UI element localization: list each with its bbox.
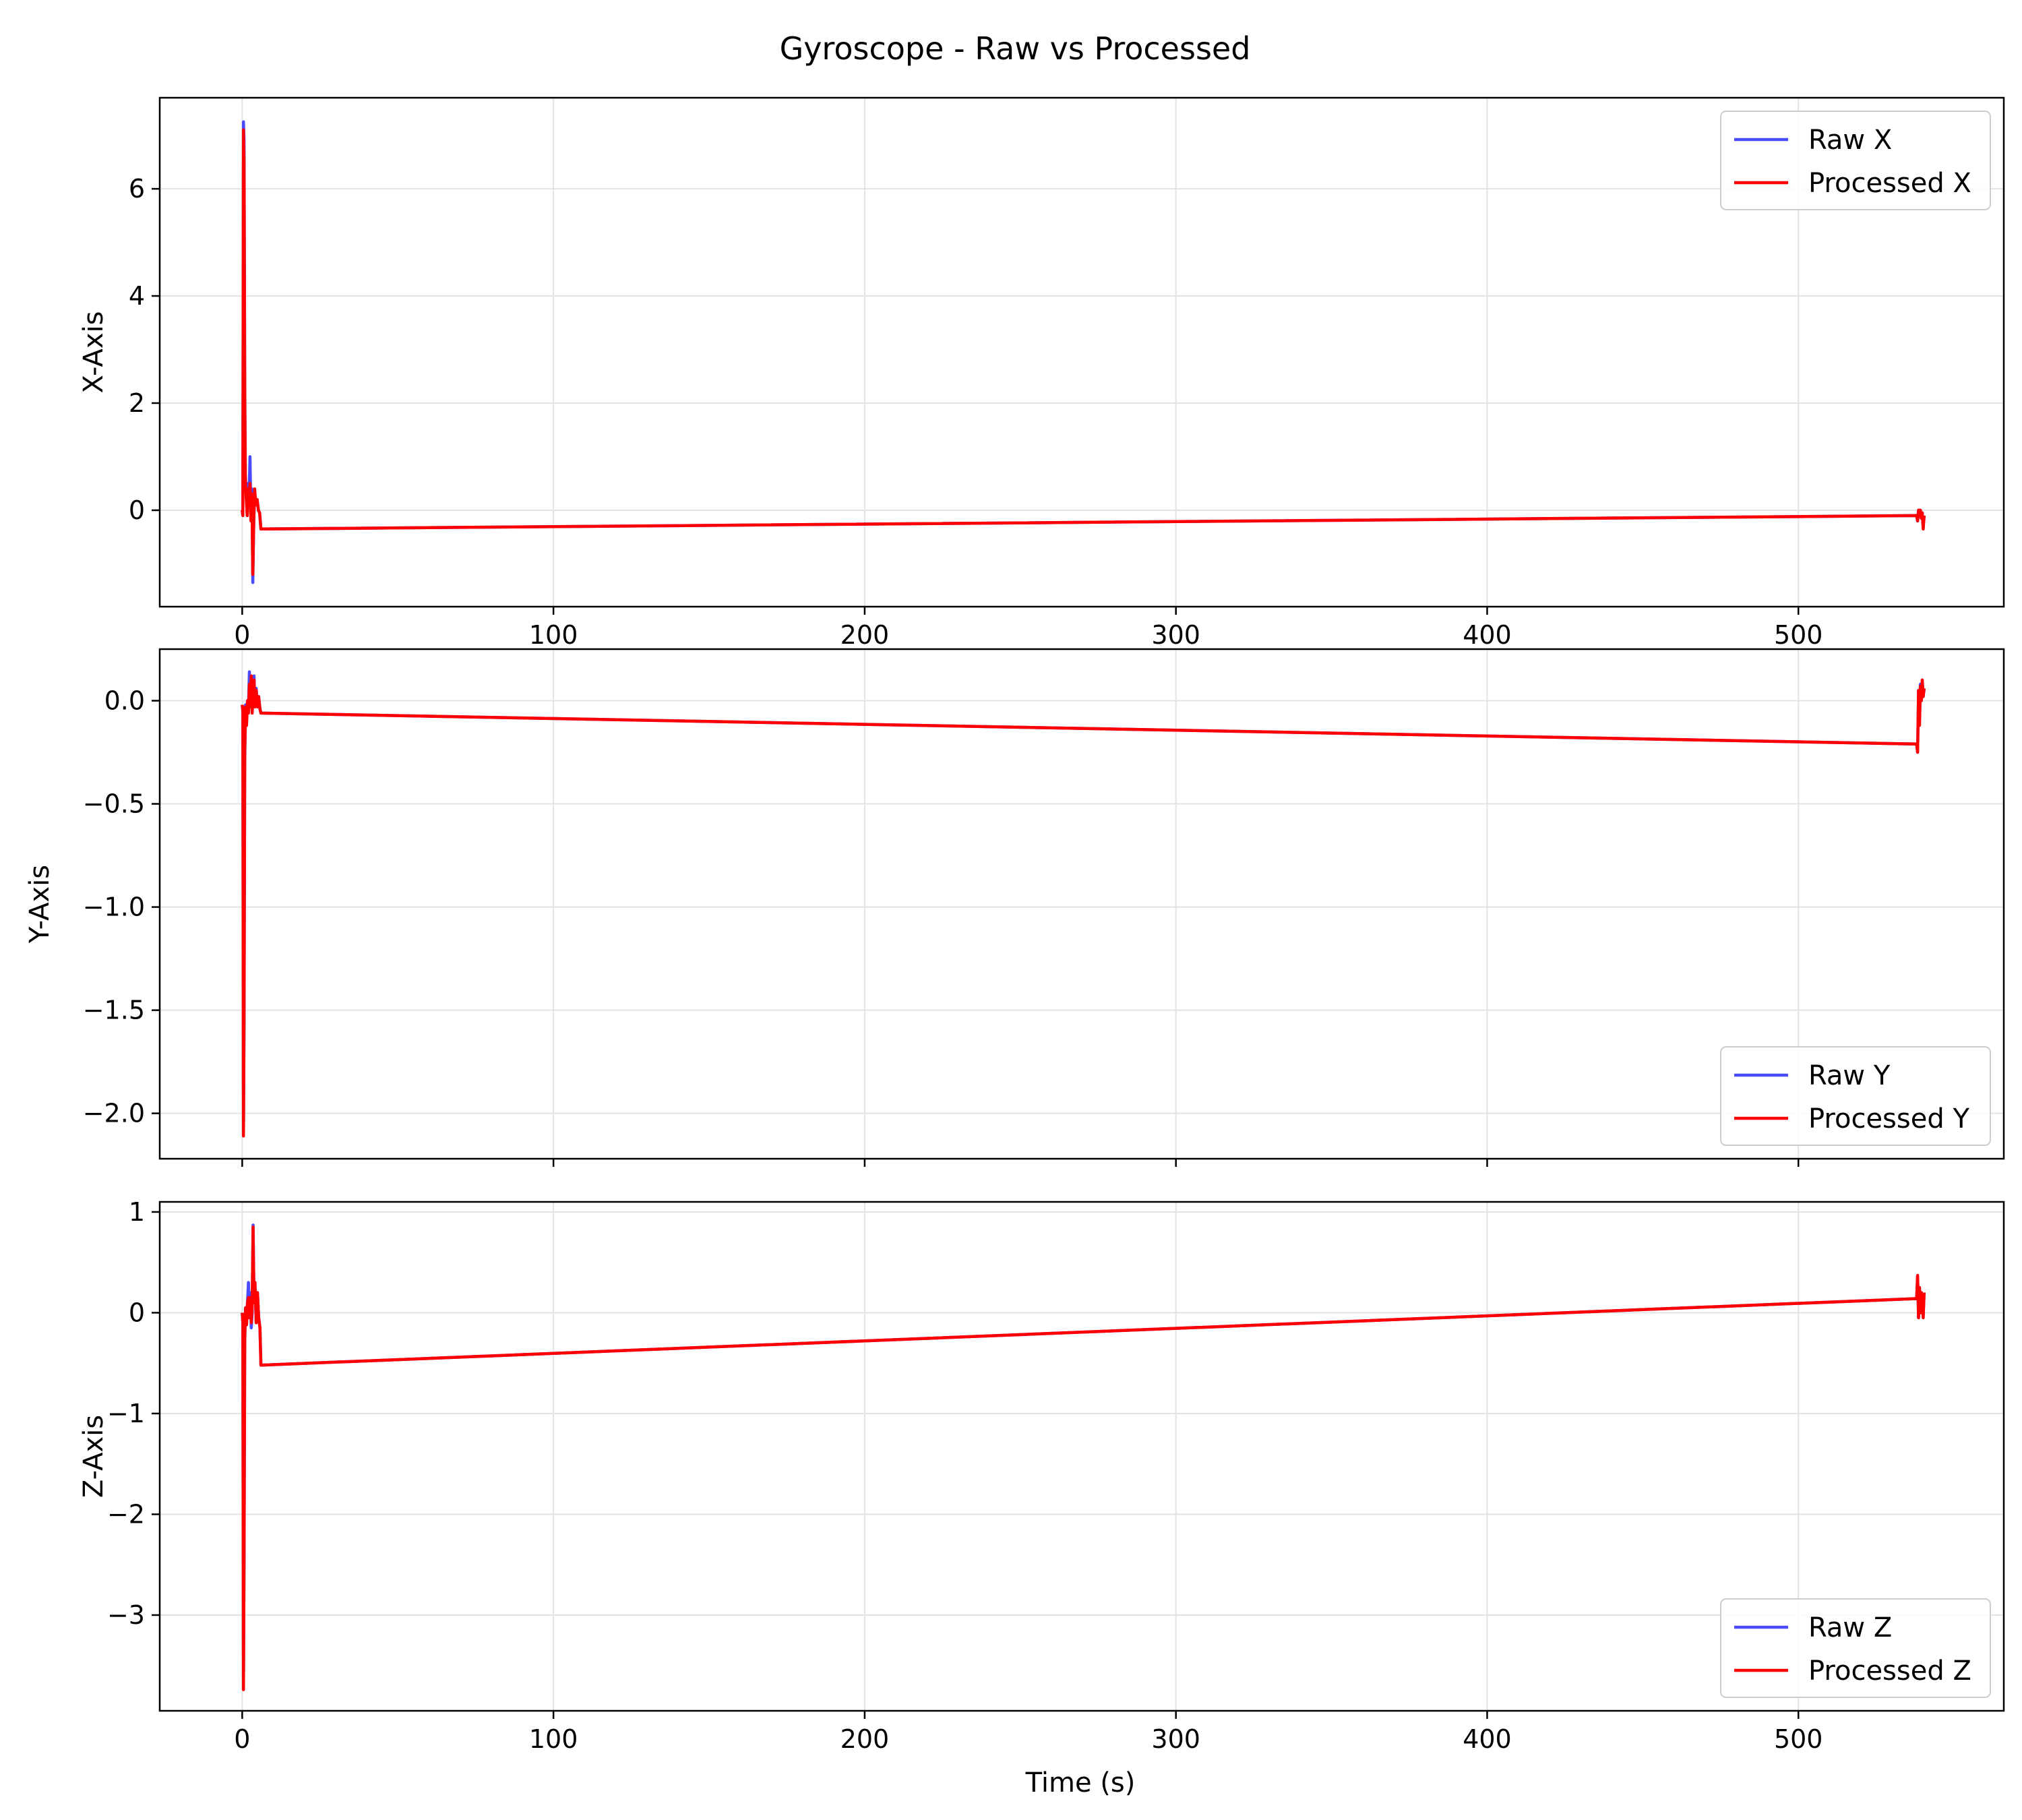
y-tick-label: −0.5 [83, 789, 145, 819]
y-tick-label: 0 [129, 495, 145, 525]
legend-entry: Raw X [1808, 125, 1892, 156]
legend-entry: Processed Z [1808, 1656, 1971, 1687]
x-tick-label: 100 [529, 620, 578, 650]
legend-entry: Raw Z [1808, 1612, 1892, 1643]
x-tick-label: 100 [529, 1724, 578, 1754]
x-tick-label: 0 [234, 620, 250, 650]
axes-frame [158, 1201, 2005, 1712]
x-tick-label: 300 [1151, 620, 1200, 650]
y-tick-label: −1.0 [83, 892, 145, 922]
series-line-processed-x [241, 128, 1926, 576]
y-tick-label: 4 [129, 281, 145, 311]
y-tick-label: −3 [107, 1600, 145, 1630]
x-tick-label: 200 [840, 1724, 890, 1754]
legend-box [1720, 1046, 1991, 1146]
y-tick-label: 0 [129, 1298, 145, 1327]
axes-frame [158, 648, 2005, 1160]
legend: Raw Y Processed Y [1720, 1046, 1991, 1146]
series-line-processed-z [241, 1225, 1926, 1691]
y-tick-label: 0.0 [104, 686, 145, 716]
subplot-3: 0 100 200 300 400 500 1 0 −1 −2 −3 Z-Axis Raw Z Proce… [78, 1197, 2005, 1754]
x-tick-label: 500 [1774, 1724, 1823, 1754]
y-tick-label: −2.0 [83, 1099, 145, 1128]
legend: Raw Z Processed Z [1720, 1598, 1991, 1698]
legend-box [1720, 1598, 1991, 1698]
y-axis-label: Y-Axis [24, 865, 55, 944]
y-tick-label: 2 [129, 388, 145, 418]
series-line-processed-y [241, 674, 1926, 1138]
y-tick-label: 1 [129, 1197, 145, 1227]
x-tick-label: 300 [1151, 1724, 1200, 1754]
figure-title: Gyroscope - Raw vs Processed [780, 30, 1251, 67]
subplot-1: 0 100 200 300 400 500 0 2 4 6 X-Axis Raw X Processed… [78, 96, 2005, 650]
y-axis-label: Z-Axis [78, 1415, 109, 1498]
y-tick-label: −1.5 [83, 996, 145, 1025]
legend-box [1720, 111, 1991, 210]
subplot-2: 0.0 −0.5 −1.0 −1.5 −2.0 Y-Axis Raw Y Processed … [24, 648, 2005, 1167]
x-tick-label: 400 [1463, 620, 1512, 650]
y-tick-label: −2 [107, 1499, 145, 1529]
x-tick-label: 200 [840, 620, 890, 650]
x-tick-label: 0 [234, 1724, 250, 1754]
legend-entry: Raw Y [1808, 1060, 1891, 1091]
x-axis-label: Time (s) [1025, 1767, 1136, 1798]
legend-entry: Processed Y [1808, 1103, 1969, 1134]
y-tick-label: −1 [107, 1399, 145, 1428]
x-tick-label: 400 [1463, 1724, 1512, 1754]
x-tick-label: 500 [1774, 620, 1823, 650]
axes-frame [158, 96, 2005, 608]
legend: Raw X Processed X [1720, 111, 1991, 210]
legend-entry: Processed X [1808, 168, 1971, 199]
y-axis-label: X-Axis [78, 311, 109, 394]
y-tick-label: 6 [129, 174, 145, 204]
